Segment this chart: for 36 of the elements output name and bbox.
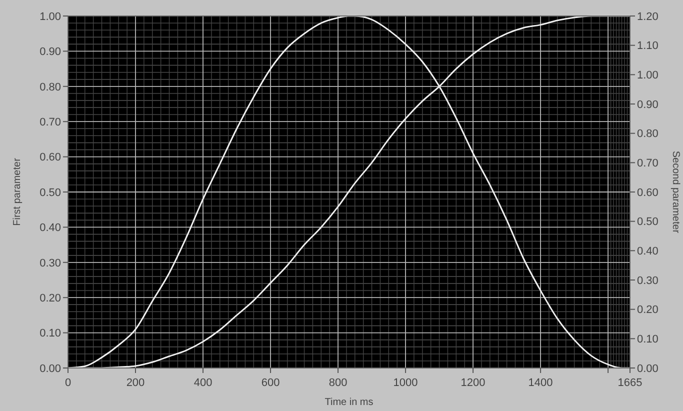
y2-tick-label: 0.70 [637,158,658,170]
y2-tick-label: 0.90 [637,98,658,111]
y2-tick-label: 0.30 [637,274,658,287]
y2-axis-title: Second parameter [670,150,681,234]
y-tick-label: 0.90 [40,46,61,58]
y-tick-label: 1.00 [40,10,61,23]
x-tick-label: 800 [328,377,348,389]
y2-tick-label: 0.40 [637,246,658,258]
x-axis-title: Time in ms [324,397,374,408]
x-tick-label: 1200 [460,377,486,389]
x-tick-label: 1665 [618,377,642,389]
x-tick-label: 1000 [393,377,418,389]
y2-tick-label: 0.10 [637,334,658,346]
y-tick-label: 0.20 [40,292,61,304]
y2-tick-label: 1.10 [637,40,658,52]
y-tick-label: 0.60 [40,152,61,164]
y2-tick-label: 1.00 [637,70,658,82]
y-tick-label: 0.30 [40,257,61,270]
x-tick-label: 1400 [528,377,553,389]
y-tick-label: 0.50 [40,186,61,199]
y-axis-title: First parameter [12,157,23,226]
y-tick-label: 0.70 [40,116,61,128]
y-tick-label: 0.00 [40,362,61,375]
x-tick-label: 200 [126,377,145,389]
y2-tick-label: 1.20 [637,10,658,23]
y-tick-label: 0.10 [40,328,61,340]
y-tick-label: 0.80 [40,81,61,94]
x-tick-label: 0 [64,377,72,389]
y2-tick-label: 0.00 [637,362,658,375]
y2-tick-label: 0.60 [637,186,658,199]
y2-tick-label: 0.80 [637,128,658,140]
y2-tick-label: 0.20 [637,304,658,316]
y2-tick-label: 0.50 [637,216,658,228]
x-tick-label: 400 [194,377,212,389]
x-tick-label: 600 [261,377,280,389]
y-tick-label: 0.40 [40,222,61,234]
